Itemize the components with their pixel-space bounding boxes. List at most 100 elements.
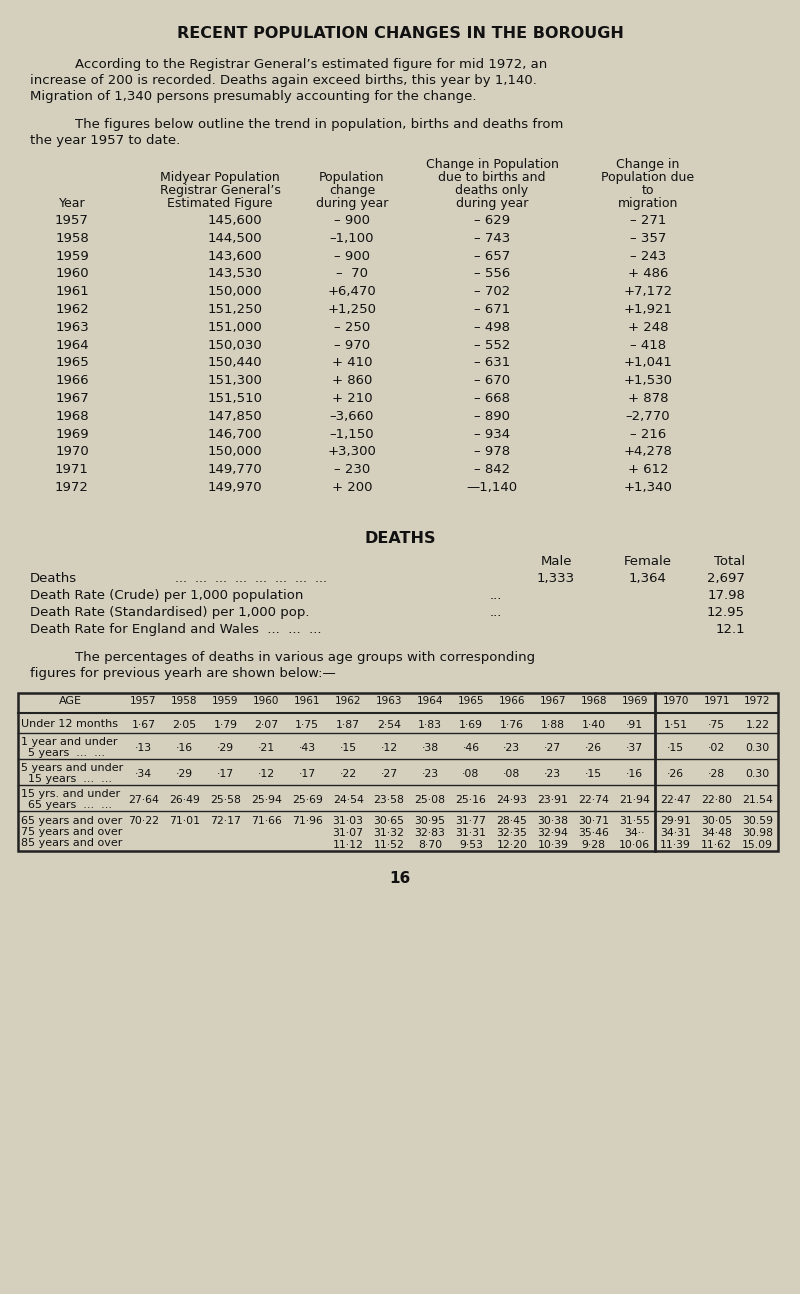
Text: – 498: – 498: [474, 321, 510, 334]
Text: – 668: – 668: [474, 392, 510, 405]
Text: 149,770: 149,770: [208, 463, 262, 476]
Text: 24·93: 24·93: [497, 795, 527, 805]
Text: 1967: 1967: [55, 392, 89, 405]
Text: 21·94: 21·94: [619, 795, 650, 805]
Text: 34·31: 34·31: [660, 828, 691, 837]
Text: ·21: ·21: [258, 743, 275, 753]
Text: 5 years and under: 5 years and under: [21, 762, 123, 773]
Text: – 934: – 934: [474, 427, 510, 440]
Text: 34··: 34··: [625, 828, 645, 837]
Text: +1,250: +1,250: [327, 303, 377, 316]
Text: +1,530: +1,530: [623, 374, 673, 387]
Text: Midyear Population: Midyear Population: [160, 171, 280, 184]
Text: 151,250: 151,250: [207, 303, 262, 316]
Text: 31·55: 31·55: [619, 815, 650, 826]
Text: 1962: 1962: [335, 696, 362, 705]
Text: 22·74: 22·74: [578, 795, 610, 805]
Text: 1·67: 1·67: [131, 719, 155, 730]
Text: 30.98: 30.98: [742, 828, 773, 837]
Text: 1959: 1959: [55, 250, 89, 263]
Text: ·16: ·16: [176, 743, 193, 753]
Text: ·17: ·17: [298, 769, 316, 779]
Text: 11·12: 11·12: [333, 840, 363, 850]
Text: 1965: 1965: [458, 696, 484, 705]
Text: 150,000: 150,000: [208, 285, 262, 298]
Text: —1,140: —1,140: [466, 481, 518, 494]
Text: 29·91: 29·91: [660, 815, 691, 826]
Text: + 210: + 210: [332, 392, 372, 405]
Text: 1958: 1958: [171, 696, 198, 705]
Text: ·27: ·27: [544, 743, 562, 753]
Text: 22·80: 22·80: [701, 795, 732, 805]
Text: 1964: 1964: [55, 339, 89, 352]
Text: 2,697: 2,697: [707, 572, 745, 585]
Text: 85 years and over: 85 years and over: [21, 839, 122, 849]
Text: 143,600: 143,600: [208, 250, 262, 263]
Text: 30.59: 30.59: [742, 815, 773, 826]
Text: 1·79: 1·79: [214, 719, 238, 730]
Text: Year: Year: [58, 197, 86, 210]
Text: 150,440: 150,440: [208, 356, 262, 369]
Text: – 657: – 657: [474, 250, 510, 263]
Text: 31·03: 31·03: [333, 815, 364, 826]
Text: +1,041: +1,041: [623, 356, 673, 369]
Text: 12.95: 12.95: [707, 606, 745, 619]
Text: ·12: ·12: [258, 769, 275, 779]
Text: during year: during year: [316, 197, 388, 210]
Text: 1·75: 1·75: [295, 719, 319, 730]
Text: 151,300: 151,300: [207, 374, 262, 387]
Text: 1960: 1960: [253, 696, 279, 705]
Text: 30·05: 30·05: [701, 815, 732, 826]
Text: ·23: ·23: [503, 743, 521, 753]
Text: figures for previous yearh are shown below:—: figures for previous yearh are shown bel…: [30, 666, 336, 679]
Text: – 702: – 702: [474, 285, 510, 298]
Text: –  70: – 70: [336, 268, 368, 281]
Text: 1960: 1960: [55, 268, 89, 281]
Text: ·75: ·75: [708, 719, 725, 730]
Text: 145,600: 145,600: [208, 214, 262, 226]
Text: 1971: 1971: [703, 696, 730, 705]
Text: 1965: 1965: [55, 356, 89, 369]
Text: Change in Population: Change in Population: [426, 158, 558, 171]
Text: ·16: ·16: [626, 769, 643, 779]
Text: 1957: 1957: [55, 214, 89, 226]
Text: 11·52: 11·52: [374, 840, 405, 850]
Text: + 486: + 486: [628, 268, 668, 281]
Text: – 978: – 978: [474, 445, 510, 458]
Text: – 271: – 271: [630, 214, 666, 226]
Text: 31·31: 31·31: [455, 828, 486, 837]
Text: 9·53: 9·53: [459, 840, 483, 850]
Text: + 860: + 860: [332, 374, 372, 387]
Text: – 552: – 552: [474, 339, 510, 352]
Text: 1·88: 1·88: [541, 719, 565, 730]
Text: 27·64: 27·64: [128, 795, 159, 805]
Text: Death Rate (Crude) per 1,000 population: Death Rate (Crude) per 1,000 population: [30, 589, 303, 602]
Text: ·26: ·26: [586, 743, 602, 753]
Text: 1968: 1968: [55, 410, 89, 423]
Text: 147,850: 147,850: [208, 410, 262, 423]
Text: ·08: ·08: [503, 769, 521, 779]
Text: 24·54: 24·54: [333, 795, 363, 805]
Text: ·34: ·34: [135, 769, 152, 779]
Text: – 842: – 842: [474, 463, 510, 476]
Text: – 250: – 250: [334, 321, 370, 334]
Text: +6,470: +6,470: [328, 285, 376, 298]
Text: ·15: ·15: [667, 743, 684, 753]
Text: +1,921: +1,921: [623, 303, 673, 316]
Text: – 671: – 671: [474, 303, 510, 316]
Text: 65 years  ...  ...: 65 years ... ...: [21, 800, 112, 810]
Text: 28·45: 28·45: [497, 815, 527, 826]
Text: 144,500: 144,500: [208, 232, 262, 245]
Text: 8·70: 8·70: [418, 840, 442, 850]
Text: 34·48: 34·48: [701, 828, 732, 837]
Text: ·46: ·46: [462, 743, 479, 753]
Text: Male: Male: [540, 555, 572, 568]
Text: – 900: – 900: [334, 214, 370, 226]
Text: 1971: 1971: [55, 463, 89, 476]
Text: 1·76: 1·76: [500, 719, 524, 730]
Text: 2·07: 2·07: [254, 719, 278, 730]
Text: 1·51: 1·51: [664, 719, 688, 730]
Text: +3,300: +3,300: [327, 445, 377, 458]
Text: 65 years and over: 65 years and over: [21, 817, 122, 827]
Text: ·26: ·26: [667, 769, 684, 779]
